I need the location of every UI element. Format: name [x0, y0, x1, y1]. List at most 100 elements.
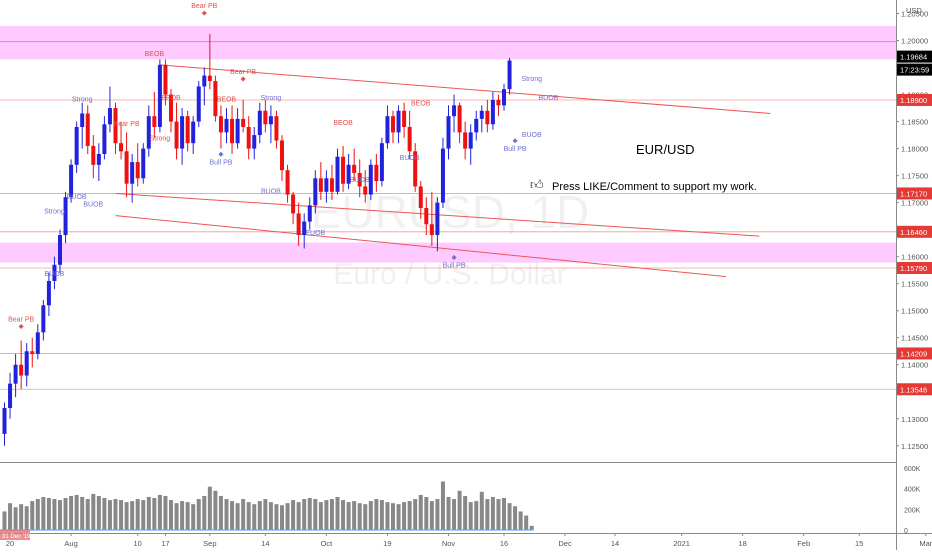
volume-bar: [274, 504, 279, 530]
volume-bar: [391, 503, 395, 530]
candle-body: [230, 118, 235, 144]
annotation-label: BEOB: [333, 120, 353, 127]
annotation-label: BUOB: [83, 201, 103, 208]
price-badge-red: [897, 93, 932, 106]
candle-body: [502, 89, 506, 106]
annotation-label: BUOB: [538, 95, 558, 102]
price-tick-label: 1.20000: [901, 37, 928, 46]
price-badge-red: [897, 347, 932, 360]
volume-bar: [324, 500, 329, 530]
candle-body: [80, 113, 85, 127]
candle-body: [329, 178, 334, 192]
price-tick-label: 1.18500: [901, 118, 928, 127]
volume-bar: [507, 503, 512, 530]
candle-body: [30, 351, 35, 354]
volume-bar: [202, 495, 207, 530]
volume-bar: [230, 501, 235, 530]
candle-body: [429, 224, 434, 236]
volume-bar: [363, 504, 368, 530]
volume-bar: [207, 486, 212, 530]
annotation-label: Strong: [72, 97, 93, 104]
candle-body: [224, 118, 229, 133]
volume-bar: [24, 506, 29, 530]
annotation-label: BUOB: [400, 155, 420, 162]
volume-bar: [119, 500, 124, 530]
candle-body: [335, 156, 340, 192]
time-tick-label: 20: [6, 539, 14, 548]
volume-bar: [529, 525, 534, 530]
volume-bar: [452, 499, 457, 530]
price-tick-label: 1.14500: [901, 334, 928, 343]
price-badge-text: 1.16460: [900, 228, 927, 237]
volume-bar: [474, 501, 479, 530]
price-badge-text: 1.13546: [900, 385, 927, 394]
annotation-label: Strong: [521, 76, 542, 83]
channel-line: [115, 215, 727, 278]
channel-line: [159, 64, 771, 114]
candle-body: [85, 113, 90, 146]
price-badge-countdown: [897, 63, 932, 76]
candle-body: [63, 197, 68, 236]
candle-body: [479, 110, 484, 119]
volume-bar: [307, 498, 312, 530]
volume-bar: [268, 502, 273, 530]
price-tick-label: 1.13000: [901, 415, 928, 424]
volume-bar: [490, 496, 495, 530]
volume-bar: [107, 500, 112, 530]
price-badge-red: [897, 225, 932, 238]
candle-body: [113, 108, 118, 144]
candle-body: [285, 170, 290, 195]
volume-bar: [246, 502, 251, 530]
candle-body: [468, 132, 473, 149]
volume-bar: [80, 496, 85, 530]
candle-body: [318, 178, 323, 192]
volume-bar: [135, 499, 140, 530]
candle-body: [191, 121, 196, 144]
volume-bar: [69, 495, 74, 530]
candle-body: [463, 132, 468, 149]
volume-bar: [146, 496, 151, 530]
annotation-label: BUOB: [45, 271, 65, 278]
candle-body: [13, 364, 18, 384]
volume-bar: [218, 495, 223, 530]
volume-bar: [130, 501, 135, 530]
annotation-label: BEOB: [161, 95, 181, 102]
candle-body: [91, 145, 96, 165]
candle-body: [58, 235, 62, 265]
volume-bar: [63, 498, 68, 530]
candle-body: [218, 116, 223, 133]
thumbs-up-icon[interactable]: 👍︎: [530, 177, 544, 192]
volume-bar: [180, 501, 185, 530]
volume-bar: [446, 496, 451, 530]
candle-body: [180, 116, 185, 149]
annotation-label: BUOB: [350, 177, 370, 184]
candle-body: [69, 164, 74, 198]
candle-body: [352, 164, 357, 173]
volume-bar: [102, 498, 107, 530]
candle-body: [407, 126, 412, 152]
volume-bar: [263, 499, 268, 530]
supply-zone: [0, 25, 896, 60]
candle-body: [391, 116, 395, 133]
volume-tick-label: 0: [904, 528, 908, 535]
volume-bar: [518, 511, 523, 530]
time-tick-label: Sep: [203, 539, 216, 548]
volume-bar: [496, 499, 501, 530]
volume-bar: [318, 502, 323, 530]
candle-body: [102, 124, 107, 154]
volume-bar: [241, 499, 246, 530]
volume-bar: [374, 499, 379, 530]
candle-body: [507, 60, 512, 90]
volume-bar: [46, 498, 51, 530]
candle-body: [135, 162, 140, 179]
volume-bar: [502, 498, 506, 530]
volume-bar: [185, 502, 190, 530]
candle-body: [396, 110, 401, 133]
volume-bar: [379, 500, 384, 530]
volume-bar: [213, 490, 218, 530]
annotation-marker: [218, 151, 224, 157]
price-badge-text: 1.15790: [900, 264, 927, 273]
volume-bar: [8, 503, 13, 530]
